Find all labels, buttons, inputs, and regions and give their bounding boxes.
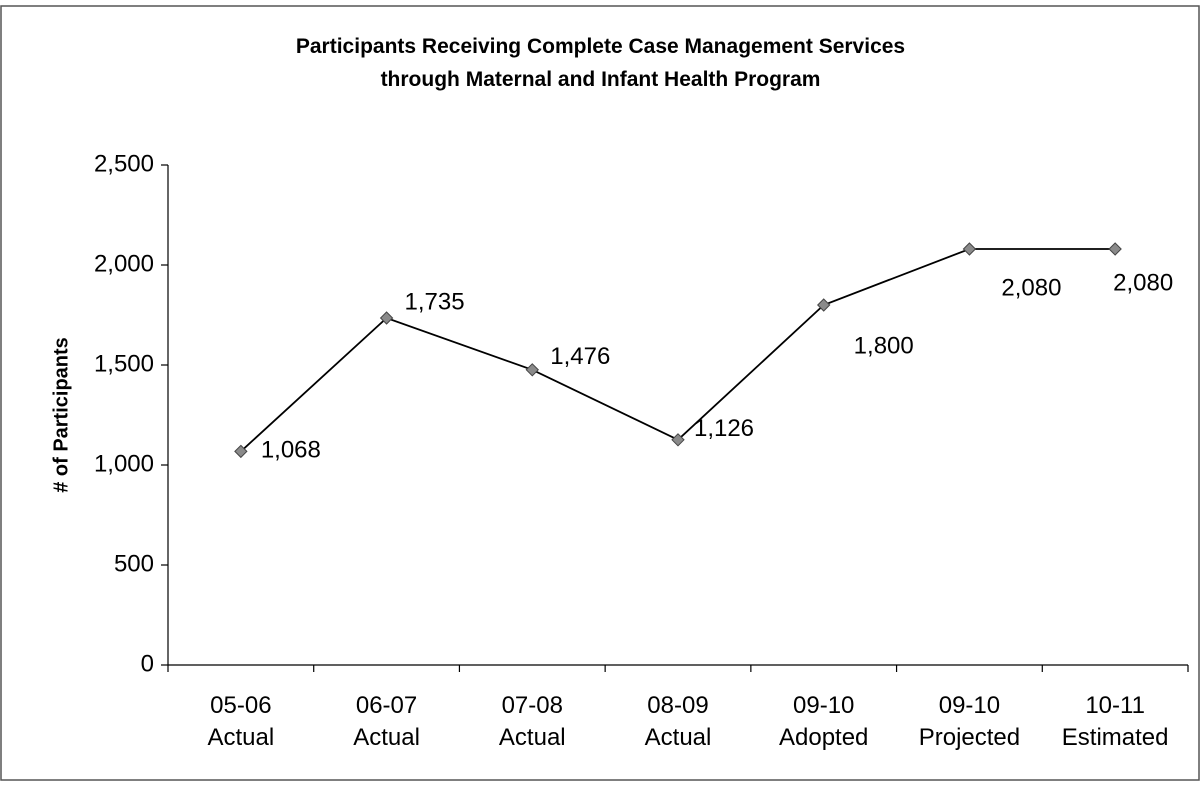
y-axis-title: # of Participants [50, 337, 72, 493]
y-tick-label: 1,500 [94, 350, 154, 377]
marker [379, 311, 394, 325]
data-label: 1,476 [550, 343, 610, 370]
data-label: 1,800 [854, 332, 914, 359]
x-tick-label: 10-11 Estimated [1061, 692, 1169, 751]
x-tick-label: 09-10 Projected [918, 692, 1021, 751]
x-tick-label: 06-07 Actual [353, 692, 420, 751]
y-tick-label: 1,000 [94, 450, 154, 477]
x-tick-label: 09-10 Adopted [778, 692, 869, 751]
line [240, 248, 1116, 453]
data-label: 2,080 [1001, 274, 1061, 301]
chart-title: Participants Receiving Complete Case Man… [295, 35, 906, 91]
marker [817, 298, 831, 312]
y-tick-label: 0 [141, 650, 154, 677]
x-tick-label: 05-06 Actual [207, 692, 275, 751]
y-tick-label: 2,500 [94, 150, 154, 177]
marker [234, 444, 248, 459]
chart-frame [0, 5, 1200, 781]
y-tick-label: 2,000 [94, 250, 154, 277]
marker [1108, 242, 1122, 256]
data-label: 1,068 [261, 437, 321, 464]
x-tick-label: 08-09 Actual [644, 692, 712, 751]
data-label: 1,735 [405, 288, 465, 315]
marker [525, 363, 539, 377]
marker [962, 242, 977, 256]
data-label: 2,080 [1113, 269, 1173, 296]
data-label: 1,126 [694, 415, 754, 442]
marker [671, 433, 685, 447]
y-tick-label: 500 [114, 550, 154, 577]
x-tick-label: 07-08 Actual [498, 692, 566, 751]
